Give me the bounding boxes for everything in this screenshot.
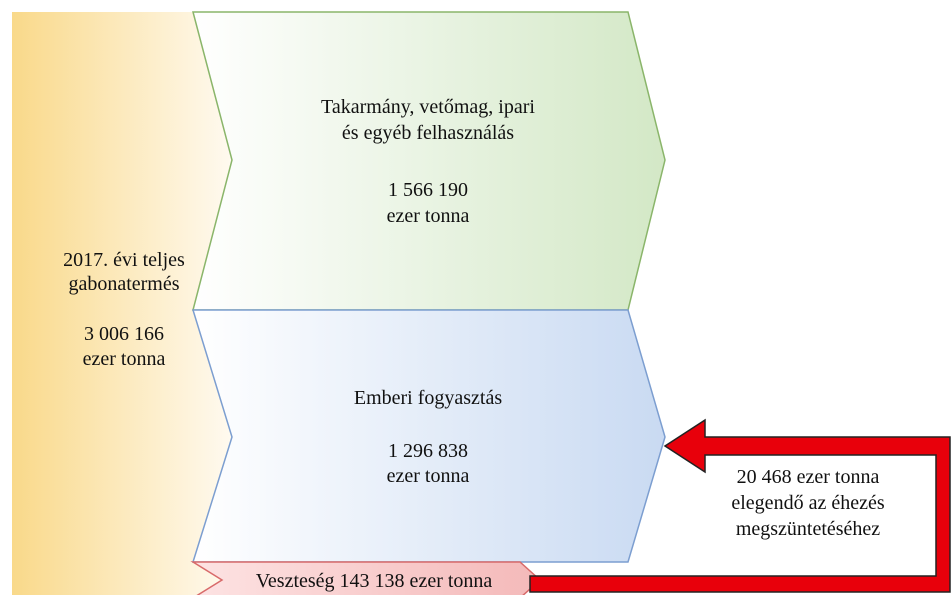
feed-text: és egyéb felhasználás bbox=[342, 122, 514, 144]
feed-value: 1 566 190 bbox=[388, 179, 468, 201]
total-value: 3 006 166 bbox=[84, 323, 164, 345]
note-text: 20 468 ezer tonna bbox=[737, 466, 880, 488]
note-text: elegendő az éhezés bbox=[731, 492, 884, 514]
human-text: Emberi fogyasztás bbox=[354, 387, 502, 409]
total-text: gabonatermés bbox=[68, 273, 179, 295]
loss-chevron bbox=[190, 561, 542, 595]
feed-text: Takarmány, vetőmag, ipari bbox=[321, 96, 535, 118]
total-text: 2017. évi teljes bbox=[63, 249, 185, 271]
loss-label: Veszteség 143 138 ezer tonna bbox=[256, 570, 493, 592]
feed-unit: ezer tonna bbox=[387, 205, 470, 227]
red-arrow bbox=[529, 418, 951, 593]
note-text: megszüntetéséhez bbox=[736, 518, 880, 540]
feed-chevron bbox=[192, 11, 666, 311]
human-chevron bbox=[191, 309, 666, 563]
human-unit: ezer tonna bbox=[387, 465, 470, 487]
human-value: 1 296 838 bbox=[388, 440, 468, 462]
total-unit: ezer tonna bbox=[83, 348, 166, 370]
